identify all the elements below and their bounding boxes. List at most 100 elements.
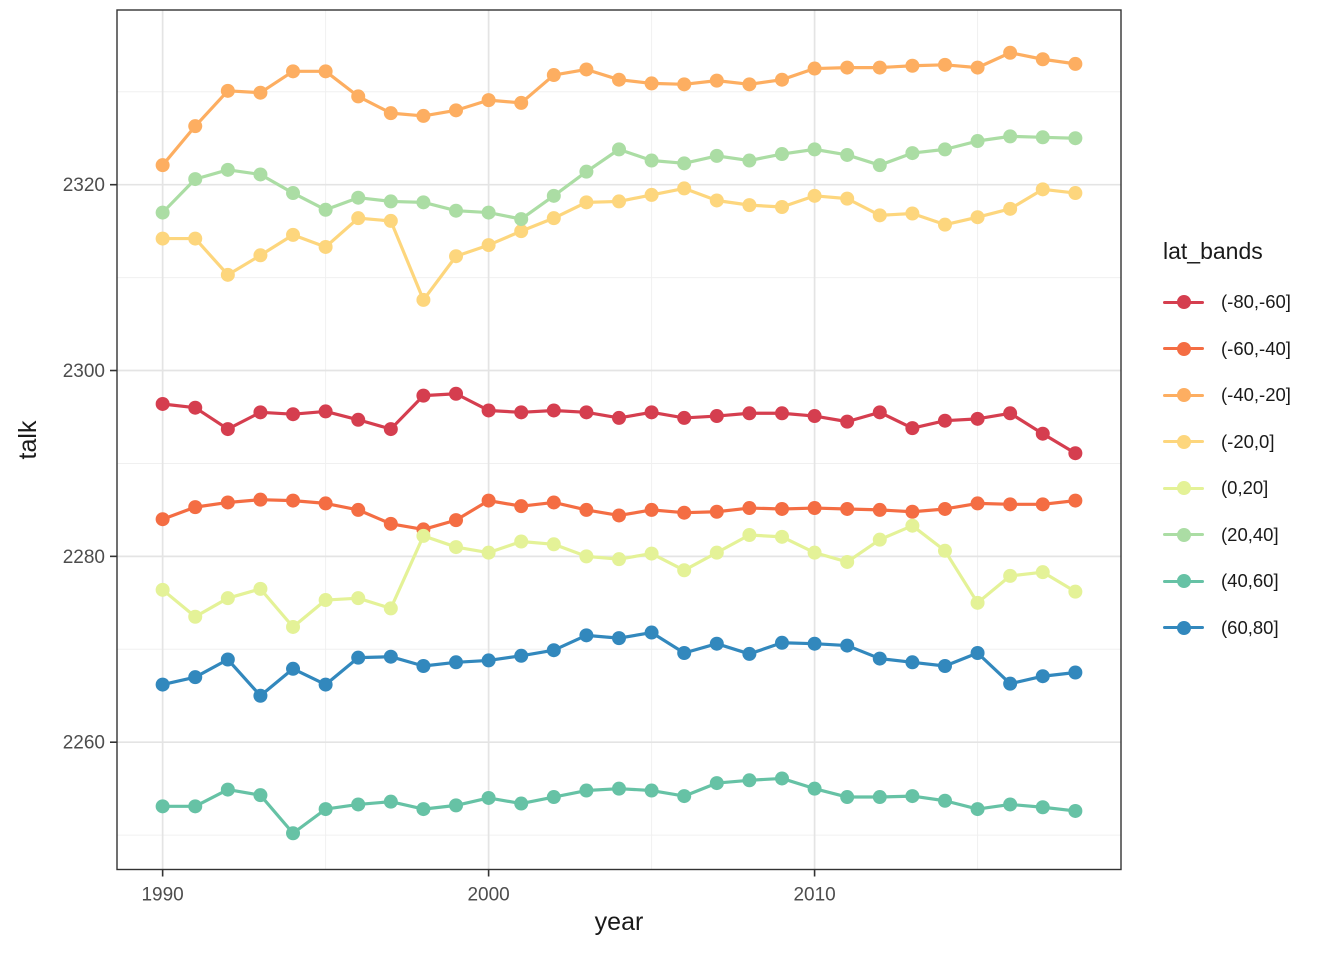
series-point: [840, 638, 855, 653]
series-point: [318, 404, 333, 419]
series-point: [416, 108, 431, 123]
series-point: [612, 142, 626, 157]
series-line: [161, 524, 1077, 629]
series-point: [774, 635, 789, 650]
series-point: [1035, 800, 1050, 815]
legend-items: (-80,-60] (-60,-40] (-40,-20] (-20,0] (0,20]…: [1163, 279, 1291, 651]
series-point: [155, 158, 170, 173]
series-point: [579, 783, 594, 798]
series-point: [1068, 584, 1083, 599]
series-point: [1003, 201, 1018, 216]
legend-item: (-20,0]: [1163, 419, 1291, 466]
series-point: [872, 502, 887, 517]
series-point: [937, 793, 952, 808]
series-point: [318, 677, 333, 692]
series-point: [970, 60, 985, 75]
series-point: [351, 190, 366, 205]
series-point: [905, 206, 920, 221]
series-point: [286, 64, 301, 79]
series-point: [318, 802, 333, 817]
series-point: [677, 77, 692, 92]
series-point: [351, 89, 366, 104]
series-point: [220, 652, 235, 667]
legend-key-icon: [1163, 619, 1204, 636]
legend-item: (40,60]: [1163, 558, 1291, 605]
series-point: [872, 532, 887, 547]
legend-key-icon: [1163, 387, 1204, 404]
series-point: [709, 504, 724, 519]
series-point: [253, 581, 268, 596]
series-point: [807, 188, 822, 203]
series-point: [546, 188, 561, 203]
series-point: [416, 388, 431, 403]
series-point: [449, 203, 464, 218]
series-point: [677, 505, 692, 520]
legend: lat_bands (-80,-60] (-60,-40] (-40,-20] (-2…: [1163, 238, 1291, 651]
series-point: [546, 790, 561, 805]
series-point: [970, 496, 985, 511]
legend-item-label: (0,20]: [1221, 477, 1269, 499]
series-point: [253, 492, 268, 507]
x-tick-label: 1990: [141, 885, 183, 906]
series-point: [937, 501, 952, 516]
series-point: [188, 231, 203, 246]
series-point: [481, 205, 496, 220]
series-point: [416, 292, 431, 307]
series-point: [905, 504, 920, 519]
series-point: [774, 199, 789, 214]
series-point: [872, 60, 887, 75]
series-point: [253, 788, 268, 803]
series-point: [286, 493, 301, 508]
series-point: [546, 68, 561, 83]
series-point: [1003, 497, 1018, 512]
series-point: [709, 148, 724, 163]
series-point: [937, 217, 952, 232]
series-point: [937, 142, 952, 157]
series-point: [383, 213, 398, 228]
legend-item: (20,40]: [1163, 512, 1291, 559]
x-axis-title: year: [594, 908, 644, 936]
legend-item-label: (-20,0]: [1221, 430, 1275, 452]
series-point: [514, 224, 529, 239]
series-point: [1003, 676, 1018, 691]
series-point: [351, 412, 366, 427]
series-point: [188, 119, 203, 134]
series-point: [677, 563, 692, 578]
series-point: [807, 636, 822, 651]
series-point: [612, 410, 626, 425]
legend-item-label: (-40,-20]: [1221, 384, 1291, 406]
series-point: [155, 205, 170, 220]
series-point: [514, 95, 529, 110]
legend-key-icon: [1163, 526, 1204, 543]
series-point: [872, 405, 887, 420]
series-point: [709, 545, 724, 560]
series-point: [742, 406, 757, 421]
series-point: [1003, 129, 1018, 144]
legend-item: (60,80]: [1163, 605, 1291, 652]
series-point: [514, 796, 529, 811]
series-point: [840, 191, 855, 206]
series-point: [1035, 669, 1050, 684]
series-point: [383, 422, 398, 437]
series-point: [742, 153, 757, 168]
series-point: [774, 72, 789, 87]
series-point: [514, 405, 529, 420]
series-point: [970, 595, 985, 610]
series-point: [481, 545, 496, 560]
series-point: [1035, 497, 1050, 512]
legend-key-icon: [1163, 294, 1204, 311]
series-point: [253, 248, 268, 263]
series-point: [188, 400, 203, 415]
series-point: [383, 516, 398, 531]
series-point: [970, 802, 985, 817]
series-point: [188, 670, 203, 685]
series-point: [481, 653, 496, 668]
series-point: [840, 414, 855, 429]
series-point: [872, 790, 887, 805]
series-point: [677, 156, 692, 171]
series-point: [970, 645, 985, 660]
series-point: [872, 158, 887, 173]
series-point: [220, 422, 235, 437]
series-point: [546, 537, 561, 552]
series-point: [253, 167, 268, 182]
